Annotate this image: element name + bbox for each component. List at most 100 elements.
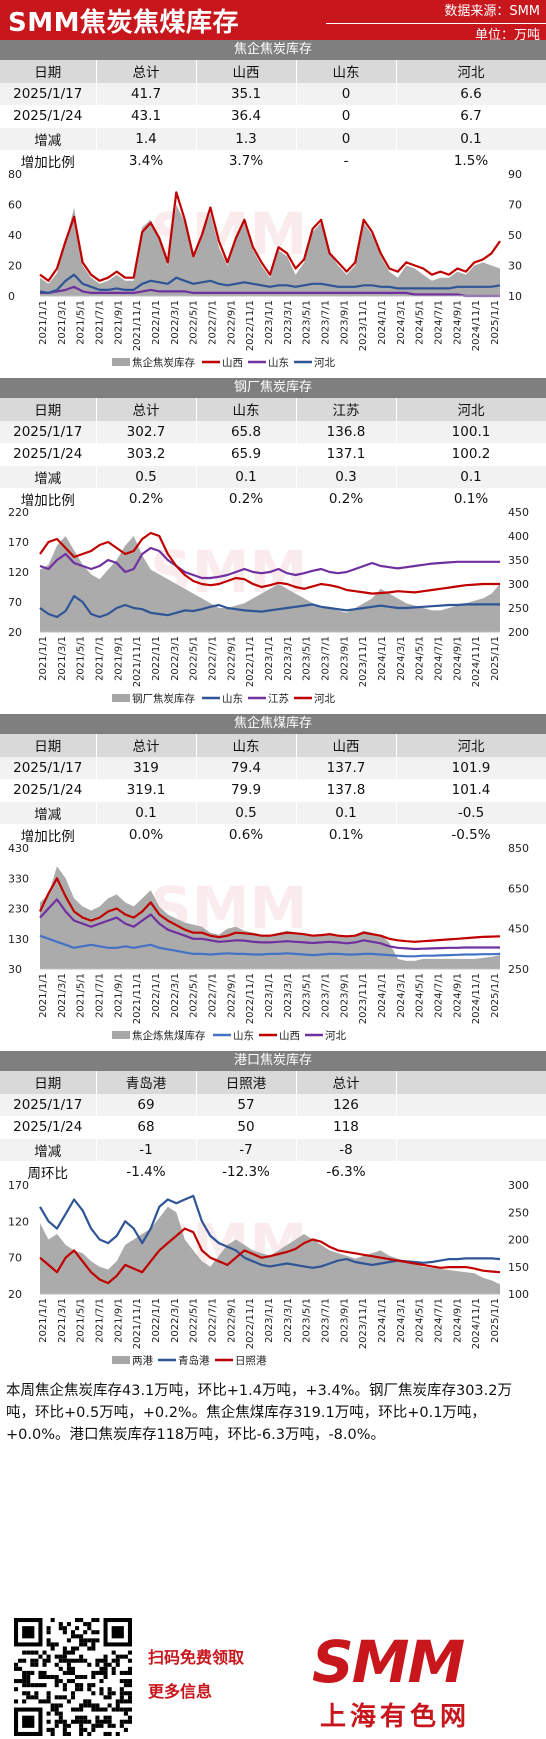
x-tick-label: 2023/11/1 <box>358 300 369 351</box>
x-tick-label: 2024/3/1 <box>396 973 407 1018</box>
table-cell: 0 <box>296 127 397 150</box>
x-tick-label: 2022/7/1 <box>208 300 219 345</box>
series-area <box>40 866 500 969</box>
y-left-tick: 0 <box>8 290 15 303</box>
table-cell: 0.2% <box>96 488 197 511</box>
chart-port-coke: SMM20701201701001502002503002021/1/12021… <box>0 1171 546 1376</box>
table-cell: 3.4% <box>96 150 197 173</box>
table-row: 2025/1/17 41.7 35.1 0 6.6 <box>0 82 546 105</box>
column-header: 日期 <box>0 734 97 757</box>
x-tick-label: 2024/7/1 <box>434 973 445 1018</box>
table-cell: 0 <box>296 105 397 128</box>
x-tick-label: 2024/3/1 <box>396 300 407 345</box>
column-header: 河北 <box>396 398 546 421</box>
section-port-coke: 港口焦炭库存 日期 青岛港 日照港 总计 2025/1/17 69 57 126 2025/1/2… <box>0 1051 546 1184</box>
x-tick-label: 2024/9/1 <box>452 300 463 345</box>
x-tick-label: 2024/11/1 <box>471 973 482 1024</box>
table-cell: 2025/1/17 <box>0 756 97 779</box>
table-cell: -7 <box>196 1138 297 1161</box>
x-tick-label: 2021/7/1 <box>95 636 106 681</box>
legend-label: 河北 <box>314 693 335 705</box>
x-tick-label: 2024/1/1 <box>377 973 388 1018</box>
y-left-tick: 60 <box>8 199 22 212</box>
table-cell: 126 <box>296 1093 397 1116</box>
table-cell: 303.2 <box>96 443 197 466</box>
y-right-tick: 450 <box>508 506 529 519</box>
footer: 扫码免费领取 更多信息 SMM 上海有色网 <box>0 1614 546 1739</box>
x-tick-label: 2021/7/1 <box>95 973 106 1018</box>
promo-line-2[interactable]: 更多信息 <box>148 1682 213 1701</box>
legend-label: 两港 <box>132 1355 153 1367</box>
x-tick-label: 2024/5/1 <box>415 973 426 1018</box>
section-title: 港口焦炭库存 <box>0 1051 546 1071</box>
column-header: 山东 <box>296 60 397 83</box>
table-cell: -0.5% <box>396 824 546 847</box>
table-cell: 0.5 <box>196 801 297 824</box>
y-left-tick: 40 <box>8 229 22 242</box>
x-tick-label: 2022/9/1 <box>226 636 237 681</box>
column-header: 日期 <box>0 398 97 421</box>
x-tick-label: 2021/11/1 <box>132 300 143 351</box>
table-header-row: 日期 总计 山东 江苏 河北 <box>0 398 546 421</box>
legend-label: 日照港 <box>235 1355 267 1367</box>
table-cell: 137.7 <box>296 756 397 779</box>
section-coke-plant-coke: 焦企焦炭库存 日期 总计 山西 山东 河北 2025/1/17 41.7 35.1 0 6.6 202… <box>0 40 546 173</box>
x-tick-label: 2021/5/1 <box>76 300 87 345</box>
y-right-tick: 450 <box>508 923 529 936</box>
table-cell: 100.1 <box>396 420 546 443</box>
x-tick-label: 2024/5/1 <box>415 300 426 345</box>
x-tick-label: 2021/5/1 <box>76 1298 87 1343</box>
x-tick-label: 2023/3/1 <box>283 973 294 1018</box>
series-area <box>40 1206 500 1294</box>
x-tick-label: 2021/3/1 <box>57 300 68 345</box>
data-source-label: 数据来源：SMM <box>326 0 546 23</box>
table-cell: 2025/1/24 <box>0 1116 97 1139</box>
y-left-tick: 80 <box>8 168 22 181</box>
y-left-tick: 220 <box>8 506 29 519</box>
chart-svg: SMM20701201702202002503003504004502021/1… <box>8 506 529 705</box>
y-right-tick: 850 <box>508 842 529 855</box>
x-tick-label: 2023/1/1 <box>264 1298 275 1343</box>
legend-swatch <box>112 1356 130 1364</box>
x-tick-label: 2023/9/1 <box>339 973 350 1018</box>
table-cell: 41.7 <box>96 82 197 105</box>
column-header: 总计 <box>96 734 197 757</box>
x-tick-label: 2022/11/1 <box>245 973 256 1024</box>
x-tick-label: 2025/1/1 <box>490 300 501 345</box>
x-tick-label: 2024/11/1 <box>471 300 482 351</box>
x-tick-label: 2023/1/1 <box>264 973 275 1018</box>
column-header: 日期 <box>0 60 97 83</box>
table-cell: 0.1 <box>396 127 546 150</box>
y-left-tick: 20 <box>8 626 22 639</box>
y-left-tick: 20 <box>8 1288 22 1301</box>
column-header: 总计 <box>96 60 197 83</box>
x-tick-label: 2024/5/1 <box>415 636 426 681</box>
column-header: 青岛港 <box>96 1071 197 1094</box>
promo-line-1[interactable]: 扫码免费领取 <box>148 1648 245 1667</box>
table-cell: -6.3% <box>296 1161 397 1184</box>
section-title: 焦企焦煤库存 <box>0 714 546 734</box>
table-row: 2025/1/24 319.1 79.9 137.8 101.4 <box>0 779 546 802</box>
y-right-tick: 350 <box>508 554 529 567</box>
x-tick-label: 2022/5/1 <box>189 973 200 1018</box>
column-header: 河北 <box>396 734 546 757</box>
qr-code-icon[interactable] <box>14 1618 132 1736</box>
x-tick-label: 2022/1/1 <box>151 636 162 681</box>
table-cell: 68 <box>96 1116 197 1139</box>
table-cell: 2025/1/24 <box>0 105 97 128</box>
table-row: 增减 1.4 1.3 0 0.1 <box>0 127 546 150</box>
y-right-tick: 150 <box>508 1261 529 1274</box>
y-right-tick: 10 <box>508 290 522 303</box>
x-tick-label: 2023/7/1 <box>321 973 332 1018</box>
y-left-tick: 20 <box>8 260 22 273</box>
x-tick-label: 2022/9/1 <box>226 1298 237 1343</box>
x-tick-label: 2023/1/1 <box>264 300 275 345</box>
series-area <box>40 536 500 632</box>
x-tick-label: 2023/5/1 <box>302 300 313 345</box>
table-cell: -1 <box>96 1138 197 1161</box>
table-cell: 79.4 <box>196 756 297 779</box>
x-tick-label: 2022/11/1 <box>245 636 256 687</box>
series-line <box>39 1194 501 1269</box>
table-cell: 0.2% <box>296 488 397 511</box>
